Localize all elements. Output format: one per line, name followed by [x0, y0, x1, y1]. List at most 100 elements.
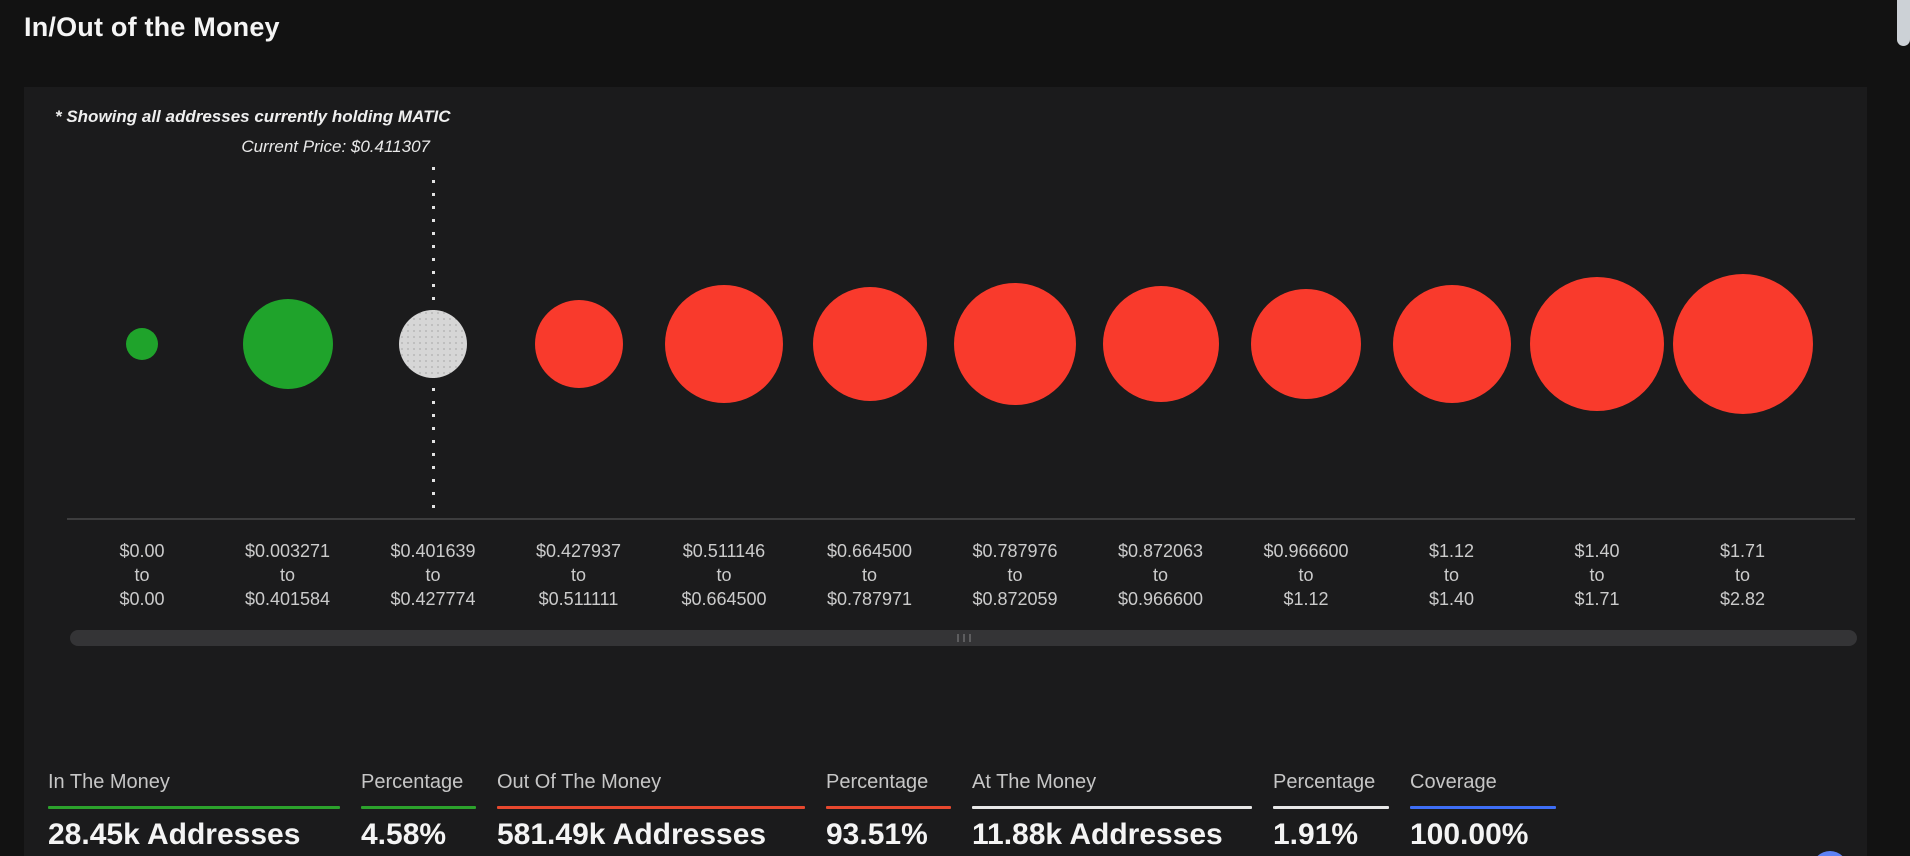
stat-value: 581.49k Addresses — [497, 818, 767, 851]
scrollbar-grip-icon — [962, 634, 965, 642]
x-tick-price-range: $0.664500 to $0.787971 — [795, 539, 945, 611]
stat-accent-rule — [48, 806, 340, 809]
tick-range-from: $0.427937 — [535, 541, 622, 561]
stat-out-of-money-addresses: Out Of The Money 581.49k Addresses — [497, 771, 805, 852]
x-tick-price-range: $1.71 to $2.82 — [1668, 539, 1818, 611]
tick-range-to: $1.12 — [1283, 589, 1329, 609]
stat-out-of-money-percentage: Percentage 93.51% — [826, 771, 951, 852]
stat-label: Out Of The Money — [497, 771, 662, 793]
scrollbar-grip-icon — [956, 634, 959, 642]
x-tick-price-range: $0.427937 to $0.511111 — [504, 539, 654, 611]
x-tick-price-range: $0.872063 to $0.966600 — [1086, 539, 1236, 611]
x-tick-price-range: $0.401639 to $0.427774 — [358, 539, 508, 611]
x-tick-price-range: $1.12 to $1.40 — [1377, 539, 1527, 611]
tick-range-separator: to — [570, 565, 586, 585]
tick-range-from: $0.401639 — [390, 541, 476, 561]
tick-range-separator: to — [716, 565, 732, 585]
bubble-in-the-money[interactable] — [242, 299, 333, 389]
vertical-scrollbar-thumb[interactable] — [1897, 0, 1910, 46]
stat-label: Percentage — [361, 771, 464, 793]
stat-accent-rule — [361, 806, 476, 809]
stat-accent-rule — [972, 806, 1252, 809]
tick-range-to: $0.787971 — [826, 589, 913, 609]
tick-range-to: $2.82 — [1719, 589, 1766, 609]
stat-value: 4.58% — [361, 818, 447, 851]
bubble-out-the-money[interactable] — [1102, 286, 1219, 402]
tick-range-separator: to — [425, 565, 441, 585]
bubble-out-the-money[interactable] — [1251, 289, 1361, 399]
tick-range-separator: to — [1443, 565, 1459, 585]
tick-range-separator: to — [1007, 565, 1023, 585]
bubble-out-the-money[interactable] — [665, 285, 783, 403]
stat-accent-rule — [826, 806, 951, 809]
page-title: In/Out of the Money — [24, 12, 280, 42]
stat-value: 28.45k Addresses — [48, 818, 301, 851]
tick-range-separator: to — [861, 565, 877, 585]
tick-range-from: $1.71 — [1719, 541, 1766, 561]
stat-value: 11.88k Addresses — [972, 818, 1223, 851]
stat-label: In The Money — [48, 771, 170, 793]
x-tick-price-range: $0.787976 to $0.872059 — [940, 539, 1090, 611]
summary-stats-row: In The Money 28.45k Addresses Percentage 4.… — [48, 771, 1556, 852]
stat-in-the-money-percentage: Percentage 4.58% — [361, 771, 476, 852]
stat-coverage: Coverage 100.00% — [1410, 771, 1556, 852]
scrollbar-grip-icon — [968, 634, 971, 642]
horizontal-scrollbar[interactable] — [70, 630, 1857, 646]
x-tick-price-range: $0.00 to $0.00 — [67, 539, 217, 611]
bubble-in-the-money[interactable] — [126, 328, 158, 360]
bubble-out-the-money[interactable] — [534, 300, 623, 388]
tick-range-from: $0.664500 — [826, 541, 913, 561]
tick-range-from: $0.00 — [119, 541, 165, 561]
chart-note: * Showing all addresses currently holdin… — [55, 107, 451, 126]
bubble-out-the-money[interactable] — [1392, 285, 1511, 403]
x-tick-price-range: $0.003271 to $0.401584 — [213, 539, 363, 611]
tick-range-from: $0.872063 — [1117, 541, 1204, 561]
bubble-out-the-money[interactable] — [954, 283, 1076, 405]
bubble-out-the-money[interactable] — [1672, 274, 1813, 414]
stat-value: 93.51% — [826, 818, 928, 851]
tick-range-to: $0.872059 — [972, 589, 1058, 609]
stat-label: At The Money — [972, 771, 1097, 793]
stat-value: 1.91% — [1273, 818, 1359, 851]
tick-range-separator: to — [134, 565, 150, 585]
tick-range-to: $0.427774 — [390, 589, 476, 609]
stat-label: Percentage — [826, 771, 929, 793]
tick-range-to: $0.401584 — [244, 589, 331, 609]
stat-accent-rule — [1273, 806, 1389, 809]
tick-range-separator: to — [1298, 565, 1314, 585]
chat-widget-button[interactable] — [1812, 851, 1848, 856]
tick-range-separator: to — [279, 565, 295, 585]
x-tick-price-range: $1.40 to $1.71 — [1522, 539, 1672, 611]
current-price-label: Current Price: $0.411307 — [241, 137, 430, 156]
tick-range-from: $1.12 — [1428, 541, 1475, 561]
tick-range-from: $1.40 — [1574, 541, 1620, 561]
bubble-at-the-money[interactable] — [399, 310, 467, 378]
stat-value: 100.00% — [1410, 818, 1529, 851]
tick-range-from: $0.511146 — [682, 541, 766, 561]
stat-at-the-money-percentage: Percentage 1.91% — [1273, 771, 1389, 852]
stat-accent-rule — [497, 806, 805, 809]
tick-range-to: $1.40 — [1428, 589, 1475, 609]
x-tick-price-range: $0.966600 to $1.12 — [1231, 539, 1381, 611]
stat-accent-rule — [1410, 806, 1556, 809]
tick-range-separator: to — [1152, 565, 1168, 585]
in-out-money-chart-panel: * Showing all addresses currently holdin… — [24, 87, 1867, 856]
stat-in-the-money-addresses: In The Money 28.45k Addresses — [48, 771, 340, 852]
tick-range-separator: to — [1734, 565, 1750, 585]
x-axis-line — [67, 518, 1855, 520]
tick-range-to: $0.966600 — [1117, 589, 1204, 609]
tick-range-to: $0.00 — [119, 589, 165, 609]
tick-range-to: $0.664500 — [681, 589, 767, 609]
tick-range-from: $0.787976 — [972, 541, 1058, 561]
tick-range-to: $1.71 — [1574, 589, 1620, 609]
tick-range-separator: to — [1589, 565, 1605, 585]
stat-label: Coverage — [1410, 771, 1497, 793]
tick-range-from: $0.003271 — [244, 541, 331, 561]
x-tick-price-range: $0.511146 to $0.664500 — [649, 539, 799, 611]
bubble-out-the-money[interactable] — [812, 287, 927, 401]
stat-label: Percentage — [1273, 771, 1376, 793]
tick-range-from: $0.966600 — [1263, 541, 1349, 561]
bubble-out-the-money[interactable] — [1530, 277, 1664, 411]
tick-range-to: $0.511111 — [538, 589, 619, 609]
stat-at-the-money-addresses: At The Money 11.88k Addresses — [972, 771, 1252, 852]
